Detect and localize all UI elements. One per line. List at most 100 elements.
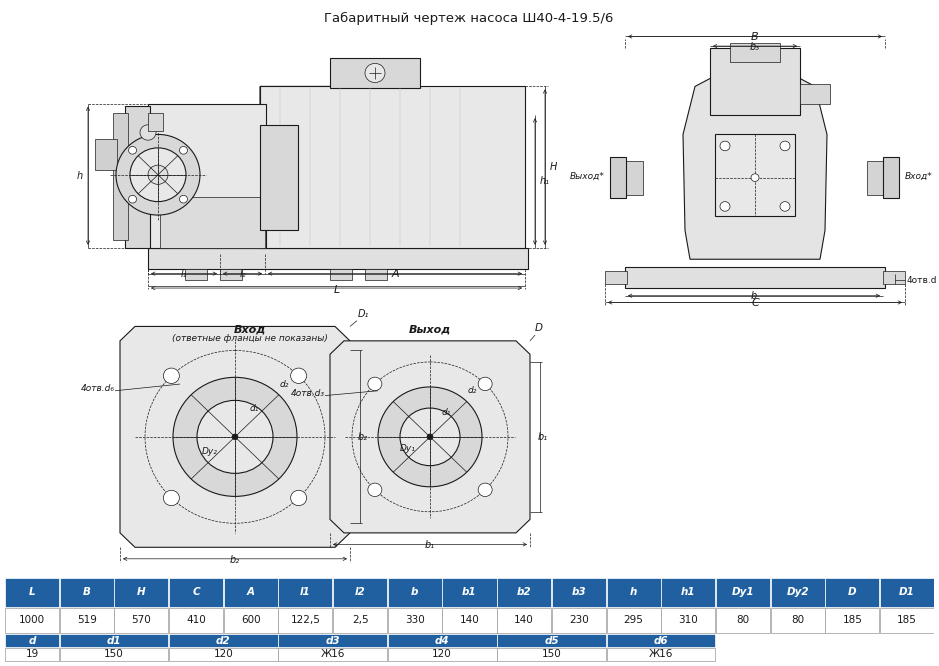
Text: 140: 140 xyxy=(459,615,480,625)
Circle shape xyxy=(148,165,168,184)
Text: A: A xyxy=(392,270,399,280)
Text: Выход*: Выход* xyxy=(570,172,605,181)
Bar xyxy=(125,106,150,248)
Circle shape xyxy=(140,125,156,140)
Text: l2: l2 xyxy=(355,587,365,597)
Text: d: d xyxy=(28,635,36,645)
Text: d6: d6 xyxy=(654,635,669,645)
Polygon shape xyxy=(260,87,525,248)
Bar xyxy=(278,648,387,661)
Text: b₂: b₂ xyxy=(358,432,368,442)
Text: 80: 80 xyxy=(736,615,749,625)
Circle shape xyxy=(129,147,136,154)
Text: d3: d3 xyxy=(326,635,340,645)
Bar xyxy=(223,607,278,633)
Bar xyxy=(715,135,795,216)
Circle shape xyxy=(179,195,188,203)
Bar xyxy=(661,578,716,607)
Bar xyxy=(607,607,661,633)
Circle shape xyxy=(427,434,433,440)
Bar xyxy=(610,157,626,198)
Text: D: D xyxy=(535,323,543,333)
Circle shape xyxy=(197,400,273,474)
Circle shape xyxy=(478,483,492,497)
Bar xyxy=(552,578,606,607)
Bar xyxy=(552,607,606,633)
Polygon shape xyxy=(330,341,530,533)
Text: B: B xyxy=(83,587,91,597)
Text: A: A xyxy=(247,587,254,597)
Bar xyxy=(60,578,114,607)
Bar xyxy=(220,269,242,280)
Text: H: H xyxy=(550,162,558,172)
Text: h₁: h₁ xyxy=(540,176,550,186)
Text: 185: 185 xyxy=(842,615,862,625)
Text: b₁: b₁ xyxy=(425,540,435,550)
Circle shape xyxy=(780,141,790,151)
Bar xyxy=(278,634,387,647)
Bar xyxy=(169,634,278,647)
Bar xyxy=(825,578,879,607)
Text: Dy₂: Dy₂ xyxy=(202,447,218,456)
Text: 519: 519 xyxy=(77,615,97,625)
Text: h: h xyxy=(630,587,638,597)
Bar xyxy=(169,578,223,607)
Bar xyxy=(625,267,885,288)
Text: 4отв.d: 4отв.d xyxy=(907,276,937,285)
Bar xyxy=(388,607,442,633)
Text: h1: h1 xyxy=(681,587,696,597)
Bar xyxy=(880,607,934,633)
Text: 80: 80 xyxy=(791,615,804,625)
Text: d1: d1 xyxy=(107,635,121,645)
Bar xyxy=(883,271,905,284)
Text: Ж16: Ж16 xyxy=(649,649,673,659)
Circle shape xyxy=(368,483,382,497)
Bar xyxy=(880,578,934,607)
Text: Габаритный чертеж насоса Ш40-4-19.5/6: Габаритный чертеж насоса Ш40-4-19.5/6 xyxy=(324,11,614,25)
Text: b1: b1 xyxy=(462,587,477,597)
Circle shape xyxy=(163,490,179,505)
Bar xyxy=(185,269,207,280)
Bar xyxy=(607,634,716,647)
Bar xyxy=(716,607,770,633)
Bar xyxy=(800,85,830,104)
Text: 122,5: 122,5 xyxy=(290,615,320,625)
Bar xyxy=(497,634,606,647)
Text: Вход: Вход xyxy=(234,324,266,334)
Text: 570: 570 xyxy=(131,615,151,625)
Text: D: D xyxy=(848,587,856,597)
Bar xyxy=(388,648,497,661)
Bar xyxy=(771,607,824,633)
Text: b₂: b₂ xyxy=(230,555,240,565)
Text: L: L xyxy=(333,285,340,295)
Text: 150: 150 xyxy=(104,649,124,659)
Text: d2: d2 xyxy=(216,635,231,645)
Text: d₂: d₂ xyxy=(280,380,289,388)
Text: b₁: b₁ xyxy=(538,432,548,442)
Bar xyxy=(260,87,525,248)
Bar xyxy=(497,607,551,633)
Bar xyxy=(60,634,168,647)
Bar xyxy=(388,578,442,607)
Bar xyxy=(825,607,879,633)
Text: B: B xyxy=(751,32,759,42)
Text: Dy2: Dy2 xyxy=(786,587,808,597)
Bar xyxy=(278,578,332,607)
Bar xyxy=(113,113,128,240)
Text: Ж16: Ж16 xyxy=(320,649,345,659)
Text: D₁: D₁ xyxy=(358,309,369,319)
Bar xyxy=(365,269,387,280)
Text: 19: 19 xyxy=(25,649,38,659)
Bar xyxy=(607,648,716,661)
Text: l₂: l₂ xyxy=(239,270,246,280)
Circle shape xyxy=(163,368,179,384)
Text: 2,5: 2,5 xyxy=(352,615,368,625)
Text: Dy₁: Dy₁ xyxy=(400,444,416,453)
Bar xyxy=(442,578,497,607)
Bar xyxy=(278,607,332,633)
Text: Вход*: Вход* xyxy=(905,172,932,181)
Circle shape xyxy=(232,434,238,440)
Circle shape xyxy=(368,377,382,391)
Text: C: C xyxy=(192,587,200,597)
Text: 120: 120 xyxy=(213,649,233,659)
